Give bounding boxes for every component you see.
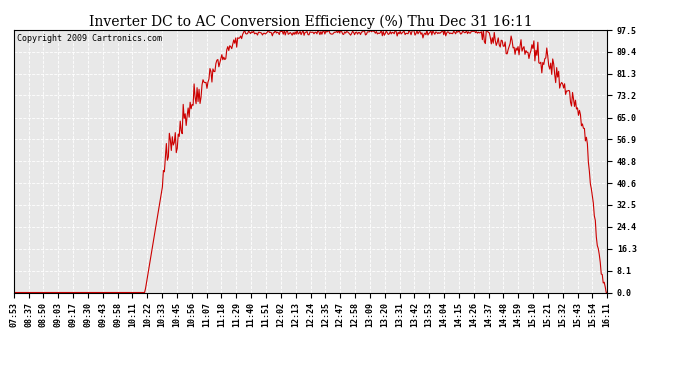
Title: Inverter DC to AC Conversion Efficiency (%) Thu Dec 31 16:11: Inverter DC to AC Conversion Efficiency … (89, 15, 532, 29)
Text: Copyright 2009 Cartronics.com: Copyright 2009 Cartronics.com (17, 34, 161, 43)
